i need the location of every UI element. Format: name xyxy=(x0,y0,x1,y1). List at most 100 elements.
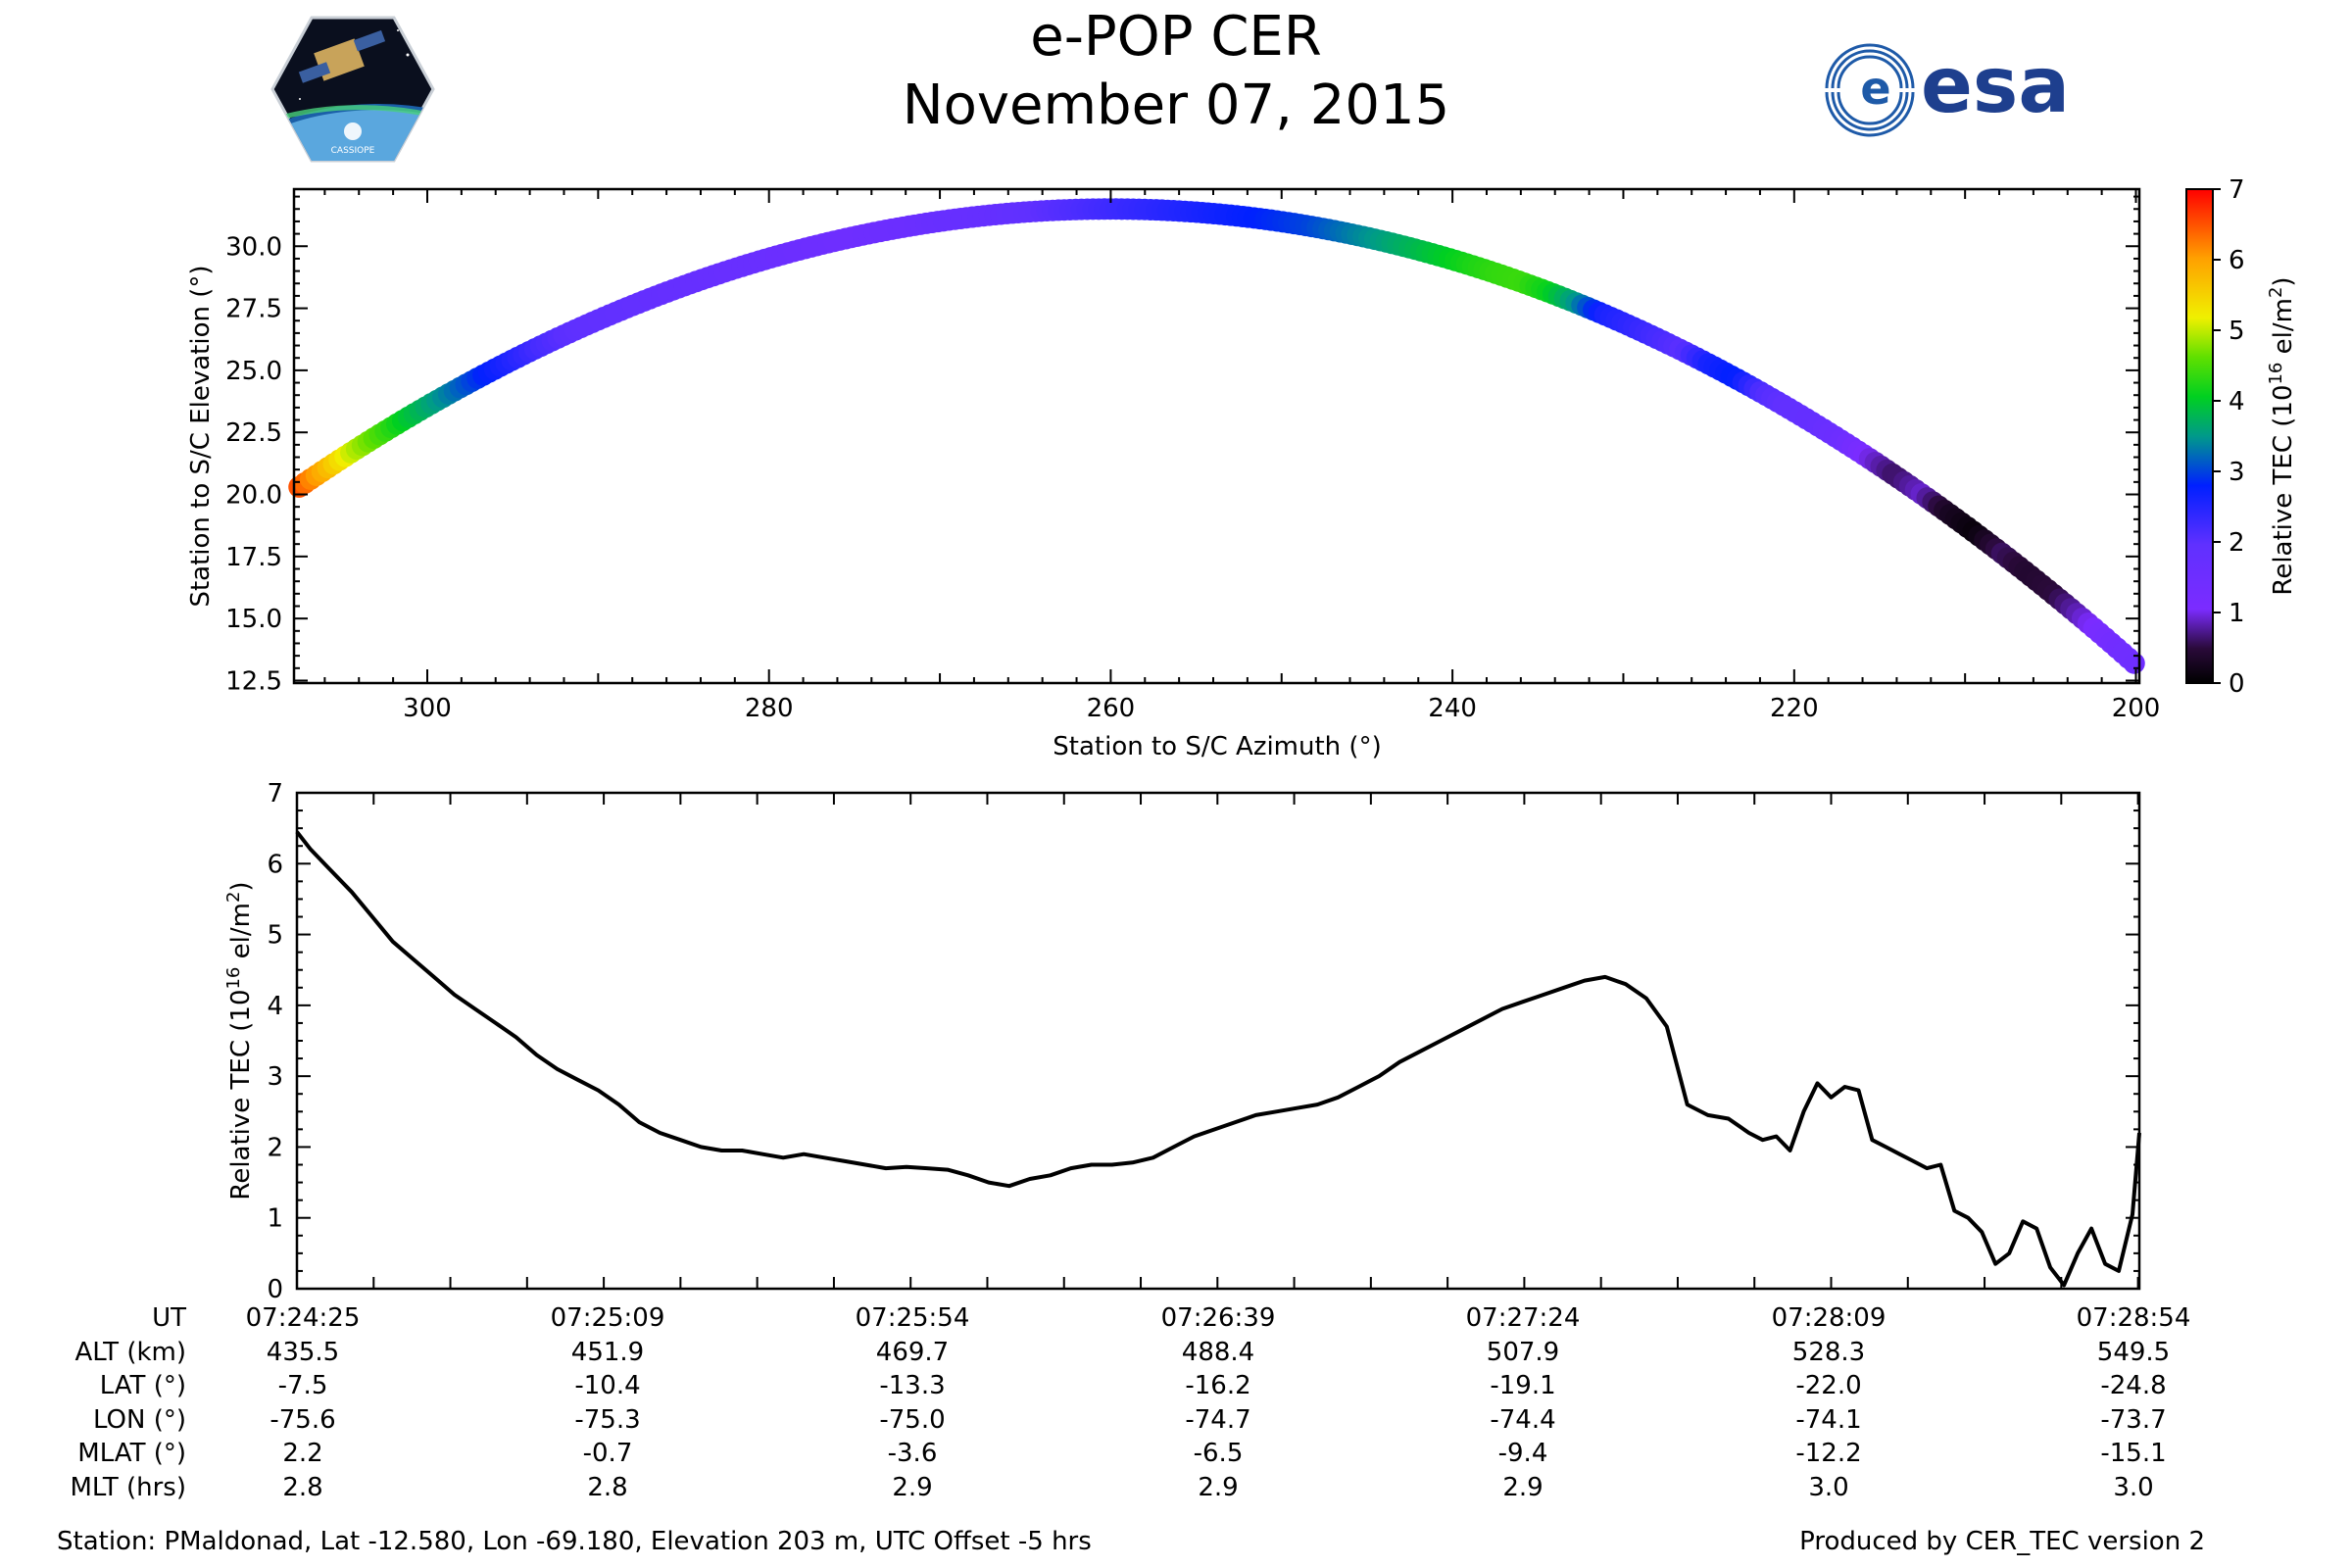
orbit-cell: 07:27:24 xyxy=(1465,1303,1581,1333)
top-x-axis: 300 280 260 240 220 200 xyxy=(323,189,2161,723)
orbit-cell: -22.0 xyxy=(1795,1371,1862,1400)
orbit-cell: -9.4 xyxy=(1497,1439,1548,1468)
orbit-cell: 07:28:09 xyxy=(1771,1303,1886,1333)
bottom-y-tick-label: 5 xyxy=(267,921,283,951)
orbit-cell: 469.7 xyxy=(875,1337,950,1367)
top-x-axis-label: Station to S/C Azimuth (°) xyxy=(1053,732,1381,761)
orbit-cell: 2.9 xyxy=(1198,1472,1239,1502)
bottom-y-axis: 0 1 2 3 4 5 6 7 xyxy=(267,779,2139,1304)
chart-title: e-POP CER xyxy=(1030,5,1322,69)
top-y-tick-label: 12.5 xyxy=(225,666,282,696)
orbit-cell: 3.0 xyxy=(1808,1472,1849,1502)
orbit-cell: -0.7 xyxy=(582,1439,633,1468)
orbit-cell: -74.4 xyxy=(1490,1404,1556,1435)
top-y-tick-label: 17.5 xyxy=(225,543,282,572)
orbit-row-label: LAT (°) xyxy=(99,1371,186,1400)
orbit-cell: -73.7 xyxy=(2100,1404,2167,1435)
colorbar-tick-label: 6 xyxy=(2229,246,2245,275)
orbit-cell: -3.6 xyxy=(887,1439,938,1468)
colorbar-tick-label: 0 xyxy=(2229,669,2245,699)
orbit-cell: 2.8 xyxy=(282,1472,323,1502)
orbit-cell: -75.0 xyxy=(879,1404,946,1435)
svg-text:e: e xyxy=(1860,62,1890,115)
orbit-cell: -15.1 xyxy=(2100,1439,2167,1468)
orbit-cell: 507.9 xyxy=(1486,1337,1560,1367)
colorbar-tick-label: 4 xyxy=(2229,387,2245,416)
orbit-row-label: LON (°) xyxy=(92,1404,186,1435)
cassiope-logo-text: CASSIOPE xyxy=(331,146,375,156)
orbit-cell: 07:25:09 xyxy=(550,1303,665,1333)
bottom-y-label-part3: ) xyxy=(226,881,256,891)
bottom-y-tick-label: 7 xyxy=(267,779,283,808)
colorbar-label-part1: Relative TEC (10 xyxy=(2269,385,2298,596)
top-y-tick-label: 15.0 xyxy=(225,605,282,634)
top-y-tick-label: 22.5 xyxy=(225,418,282,448)
top-y-axis-label: Station to S/C Elevation (°) xyxy=(186,265,216,607)
bottom-plot-frame xyxy=(295,791,2141,1291)
orbit-cell: -10.4 xyxy=(574,1371,641,1400)
orbit-cell: 07:28:54 xyxy=(2076,1303,2191,1333)
top-x-tick-label: 240 xyxy=(1428,694,1477,723)
colorbar xyxy=(2185,188,2214,684)
bottom-y-axis-label: Relative TEC (1016 el/m2) xyxy=(223,881,256,1200)
bottom-y-label-sup2: 2 xyxy=(223,892,244,903)
top-x-tick-label: 200 xyxy=(2112,694,2161,723)
orbit-cell: -75.6 xyxy=(270,1404,336,1435)
orbit-row-label: ALT (km) xyxy=(74,1337,186,1367)
orbit-cell: 2.8 xyxy=(587,1472,628,1502)
colorbar-label: Relative TEC (1016 el/m2) xyxy=(2266,276,2298,595)
top-x-tick-label: 300 xyxy=(403,694,452,723)
orbit-cell: -12.2 xyxy=(1795,1439,1862,1468)
orbit-cell: 07:25:54 xyxy=(855,1303,970,1333)
top-y-tick-label: 25.0 xyxy=(225,357,282,386)
colorbar-axis: 0 1 2 3 4 5 6 7 xyxy=(2213,175,2245,699)
top-x-tick-label: 280 xyxy=(745,694,794,723)
bottom-y-tick-label: 1 xyxy=(267,1204,283,1234)
orbit-cell: -16.2 xyxy=(1185,1371,1251,1400)
orbit-cell: 549.5 xyxy=(2096,1337,2171,1367)
colorbar-tick-label: 2 xyxy=(2229,528,2245,558)
orbit-cell: -13.3 xyxy=(879,1371,946,1400)
colorbar-label-part2: el/m xyxy=(2269,298,2298,363)
chart-date: November 07, 2015 xyxy=(902,74,1450,137)
bottom-y-label-part1: Relative TEC (10 xyxy=(226,990,256,1200)
orbit-cell: -75.3 xyxy=(574,1404,641,1435)
orbit-row-label: UT xyxy=(152,1303,186,1333)
top-y-tick-label: 27.5 xyxy=(225,295,282,324)
orbit-cell: 2.9 xyxy=(892,1472,933,1502)
orbit-cell: -74.1 xyxy=(1795,1404,1862,1435)
colorbar-tick-label: 1 xyxy=(2229,599,2245,628)
top-x-tick-label: 260 xyxy=(1087,694,1136,723)
orbit-cell: 07:26:39 xyxy=(1160,1303,1276,1333)
orbit-cell: 451.9 xyxy=(570,1337,645,1367)
bottom-y-label-sup: 16 xyxy=(223,967,244,990)
orbit-cell: -6.5 xyxy=(1193,1439,1244,1468)
top-y-tick-label: 30.0 xyxy=(225,232,282,262)
orbit-cell: -19.1 xyxy=(1490,1371,1556,1400)
bottom-y-tick-label: 4 xyxy=(267,992,283,1021)
orbit-cell: -74.7 xyxy=(1185,1404,1251,1435)
orbit-row-label: MLAT (°) xyxy=(77,1439,186,1468)
tec-series-line xyxy=(295,830,2141,1288)
top-y-tick-label: 20.0 xyxy=(225,481,282,511)
orbit-cell: -7.5 xyxy=(277,1371,328,1400)
elevation-track xyxy=(288,198,2145,674)
esa-logo-text: esa xyxy=(1921,42,2070,130)
top-y-axis: 12.5 15.0 17.5 20.0 22.5 25.0 27.5 30.0 xyxy=(225,195,2139,696)
colorbar-label-sup2: 2 xyxy=(2266,287,2286,298)
top-plot-frame xyxy=(292,187,2141,685)
esa-logo: e esa xyxy=(1821,39,2070,137)
colorbar-label-sup: 16 xyxy=(2266,363,2286,385)
top-x-tick-label: 220 xyxy=(1770,694,1819,723)
bottom-y-label-part2: el/m xyxy=(226,903,256,967)
produced-by: Produced by CER_TEC version 2 xyxy=(1799,1527,2205,1556)
station-info: Station: PMaldonad, Lat -12.580, Lon -69… xyxy=(57,1527,1092,1556)
orbit-cell: -24.8 xyxy=(2100,1371,2167,1400)
bottom-y-tick-label: 6 xyxy=(267,850,283,879)
bottom-y-tick-label: 0 xyxy=(267,1275,283,1304)
cassiope-logo: CASSIOPE xyxy=(270,16,435,163)
orbit-cell: 435.5 xyxy=(266,1337,340,1367)
colorbar-tick-label: 7 xyxy=(2229,175,2245,205)
orbit-cell: 2.2 xyxy=(282,1439,323,1468)
colorbar-tick-label: 5 xyxy=(2229,317,2245,346)
